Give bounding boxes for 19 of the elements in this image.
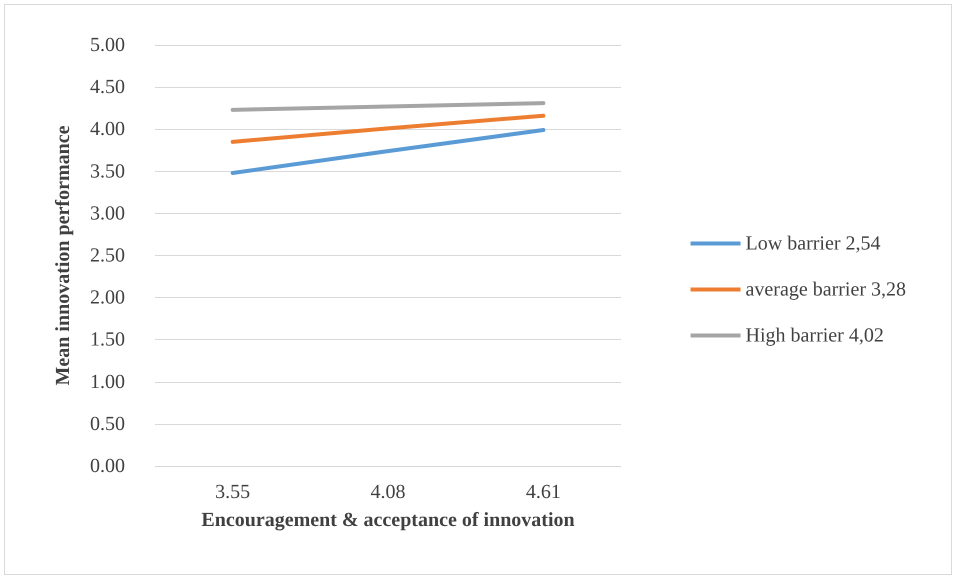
y-tick-label: 2.50 [90,244,125,266]
legend-label: High barrier 4,02 [746,324,884,346]
y-tick-label: 3.00 [90,202,125,224]
y-tick-label: 1.00 [90,370,125,393]
x-tick-label: 3.55 [215,481,250,503]
legend-label: Low barrier 2,54 [746,232,880,254]
x-tick-label: 4.08 [370,481,406,503]
y-tick-label: 0.00 [90,455,125,477]
y-tick-label: 3.50 [90,160,125,182]
y-tick-label: 4.50 [90,76,125,98]
y-tick-label: 4.00 [90,118,125,140]
y-tick-label: 1.50 [90,328,125,351]
y-axis-title: Mean innovation performance [52,125,74,386]
x-tick-label: 4.61 [526,481,561,503]
x-axis-title: Encouragement & acceptance of innovation [201,509,575,531]
y-tick-label: 5.00 [90,34,125,56]
y-tick-label: 2.00 [90,286,125,309]
y-tick-label: 0.50 [90,412,125,435]
legend-label: average barrier 3,28 [746,278,906,300]
